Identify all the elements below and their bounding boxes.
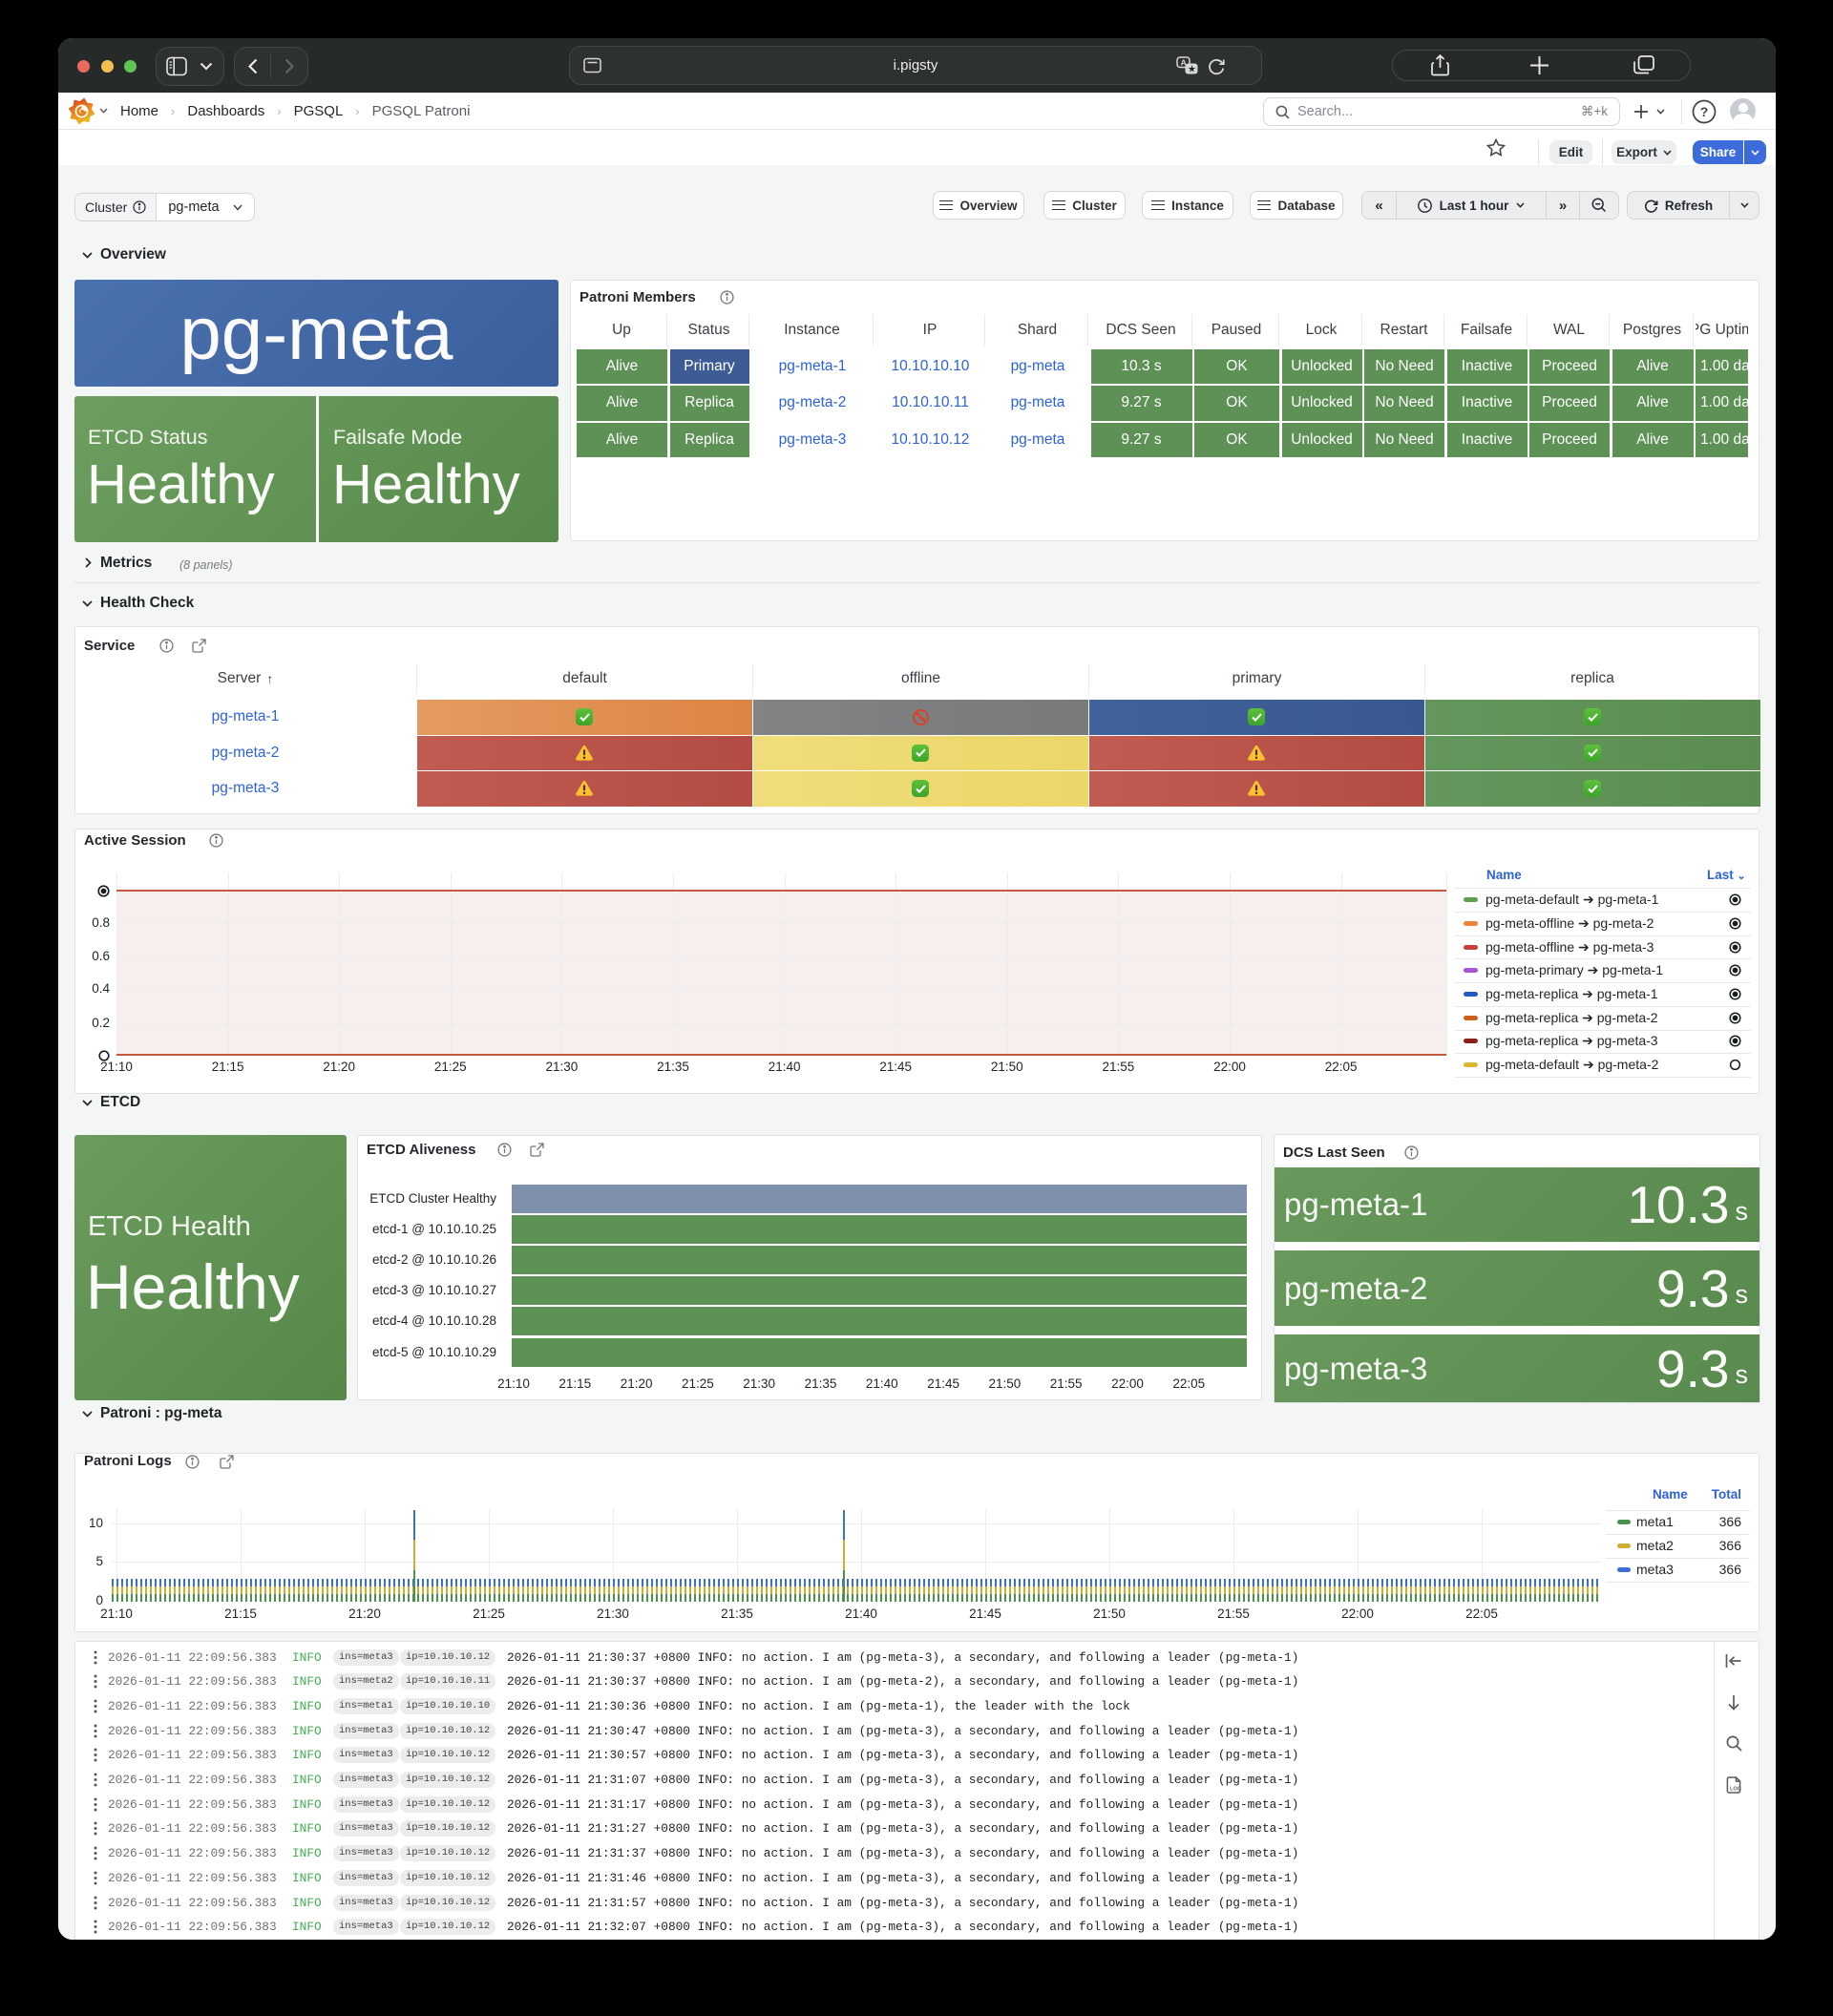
svg-text:LOG: LOG: [1730, 1787, 1741, 1793]
svg-text:?: ?: [1700, 104, 1709, 119]
svg-text:A: A: [1181, 58, 1187, 68]
svg-text:★: ★: [1189, 64, 1197, 74]
